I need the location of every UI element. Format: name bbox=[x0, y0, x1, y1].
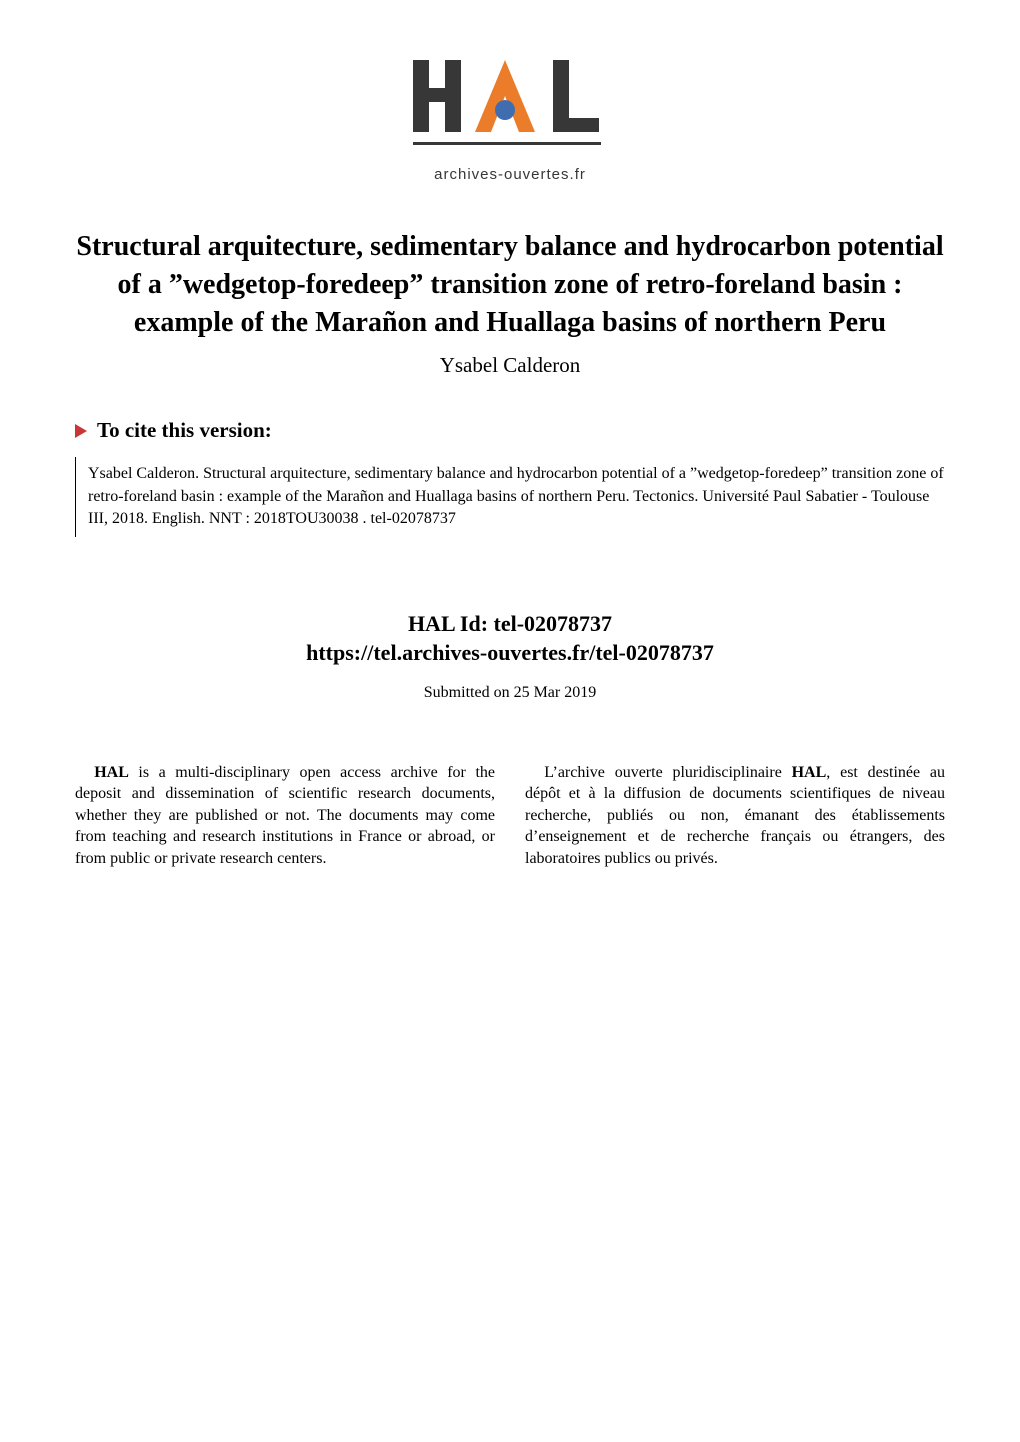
citation-text: Ysabel Calderon. Structural arquitecture… bbox=[88, 465, 944, 527]
paper-title: Structural arquitecture, sedimentary bal… bbox=[75, 228, 945, 341]
description-columns: HAL is a multi-disciplinary open access … bbox=[75, 762, 945, 870]
triangle-icon bbox=[75, 424, 87, 438]
hal-logo bbox=[405, 50, 615, 160]
hal-url[interactable]: https://tel.archives-ouvertes.fr/tel-020… bbox=[75, 640, 945, 666]
cite-heading-text: To cite this version: bbox=[97, 418, 272, 443]
hal-id-label: HAL Id: bbox=[408, 611, 494, 636]
page-root: archives-ouvertes.fr Structural arquitec… bbox=[0, 0, 1020, 1442]
submitted-date: Submitted on 25 Mar 2019 bbox=[75, 684, 945, 702]
hal-logo-block: archives-ouvertes.fr bbox=[75, 50, 945, 183]
column-right: L’archive ouverte pluridisciplinaire HAL… bbox=[525, 762, 945, 870]
cite-heading: To cite this version: bbox=[75, 418, 945, 443]
logo-caption: archives-ouvertes.fr bbox=[434, 166, 586, 183]
citation-box: Ysabel Calderon. Structural arquitecture… bbox=[75, 457, 945, 536]
hal-id-line: HAL Id: tel-02078737 bbox=[75, 607, 945, 640]
author-name: Ysabel Calderon bbox=[75, 353, 945, 378]
col-left-text: HAL is a multi-disciplinary open access … bbox=[75, 762, 495, 870]
col-right-text: L’archive ouverte pluridisciplinaire HAL… bbox=[525, 762, 945, 870]
hal-id-value: tel-02078737 bbox=[494, 611, 613, 636]
hal-id-block: HAL Id: tel-02078737 https://tel.archive… bbox=[75, 607, 945, 666]
column-left: HAL is a multi-disciplinary open access … bbox=[75, 762, 495, 870]
